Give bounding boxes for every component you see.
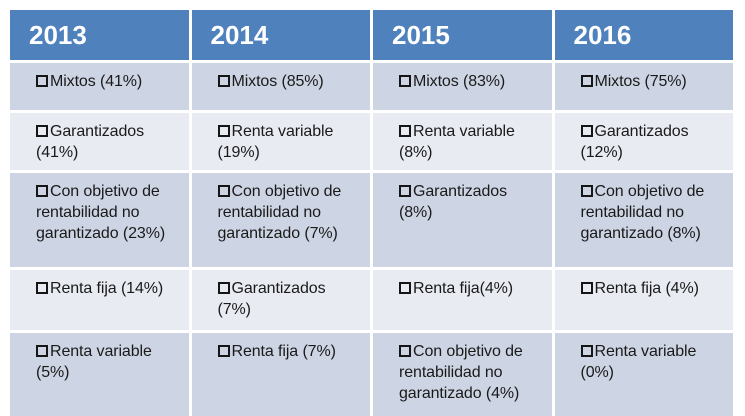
year-label: 2015 <box>392 19 450 50</box>
year-label: 2016 <box>573 19 632 50</box>
bullet-square-icon <box>217 282 230 294</box>
column-header-2015: 2015 <box>373 10 552 60</box>
cell-text: Garantizados (7%) <box>217 280 326 318</box>
bullet-square-icon <box>36 125 48 137</box>
table-cell: Renta fija (4%) <box>554 270 733 330</box>
column-header-2013: 2013 <box>10 10 189 60</box>
cell-text: Mixtos (75%) <box>594 73 687 90</box>
cell-text: Mixtos (83%) <box>413 73 506 90</box>
bullet-square-icon <box>399 125 411 137</box>
cell-text: Renta variable (19%) <box>217 123 334 161</box>
table-cell: Renta variable (19%) <box>191 113 370 170</box>
column-header-2016: 2016 <box>554 10 733 60</box>
table-cell: Renta variable (0%) <box>554 333 733 416</box>
cell-text: Renta variable (5%) <box>36 343 152 381</box>
table-cell: Mixtos (41%) <box>10 63 189 110</box>
cell-text: Renta fija (14%) <box>50 280 164 297</box>
table-cell: Renta fija (14%) <box>10 270 189 330</box>
bullet-square-icon <box>217 125 230 137</box>
cell-text: Renta variable (0%) <box>580 343 697 381</box>
table-cell: Con objetivo de rentabilidad no garantiz… <box>373 333 552 416</box>
cell-text: Con objetivo de rentabilidad no garantiz… <box>580 183 705 242</box>
cell-text: Con objetivo de rentabilidad no garantiz… <box>399 343 523 402</box>
bullet-square-icon <box>399 345 411 357</box>
table-cell: Mixtos (75%) <box>554 63 733 110</box>
bullet-square-icon <box>399 75 411 87</box>
bullet-square-icon <box>580 345 593 357</box>
bullet-square-icon <box>580 185 593 197</box>
bullet-square-icon <box>36 75 48 87</box>
cell-text: Garantizados (8%) <box>399 183 507 221</box>
bullet-square-icon <box>36 282 48 294</box>
bullet-square-icon <box>217 75 230 87</box>
cell-text: Garantizados (41%) <box>36 123 144 161</box>
cell-text: Renta fija(4%) <box>413 280 513 297</box>
bullet-square-icon <box>399 185 411 197</box>
cell-text: Garantizados (12%) <box>580 123 689 161</box>
year-label: 2014 <box>210 19 269 50</box>
table-cell: Garantizados (41%) <box>10 113 189 170</box>
cell-text: Mixtos (85%) <box>231 73 324 90</box>
column-header-2014: 2014 <box>191 10 370 60</box>
bullet-square-icon <box>217 345 230 357</box>
table-cell: Renta variable (8%) <box>373 113 552 170</box>
table-cell: Garantizados (12%) <box>554 113 733 170</box>
table-cell: Renta fija (7%) <box>191 333 370 416</box>
year-label: 2013 <box>29 19 87 50</box>
table-cell: Renta fija(4%) <box>373 270 552 330</box>
cell-text: Renta variable (8%) <box>399 123 515 161</box>
table-cell: Mixtos (83%) <box>373 63 552 110</box>
table-cell: Mixtos (85%) <box>191 63 370 110</box>
cell-text: Renta fija (7%) <box>231 343 336 360</box>
cell-text: Con objetivo de rentabilidad no garantiz… <box>36 183 166 242</box>
bullet-square-icon <box>580 125 593 137</box>
bullet-square-icon <box>580 282 593 294</box>
bullet-square-icon <box>580 75 593 87</box>
cell-text: Mixtos (41%) <box>50 73 143 90</box>
bullet-square-icon <box>36 345 48 357</box>
table-cell: Garantizados (7%) <box>191 270 370 330</box>
bullet-square-icon <box>36 185 48 197</box>
funds-by-year-table: 2013 2014 2015 2016 Mixtos (41%) Mixtos … <box>10 10 733 416</box>
table-cell: Renta variable (5%) <box>10 333 189 416</box>
table-cell: Con objetivo de rentabilidad no garantiz… <box>191 173 370 267</box>
cell-text: Renta fija (4%) <box>594 280 699 297</box>
cell-text: Con objetivo de rentabilidad no garantiz… <box>217 183 342 242</box>
bullet-square-icon <box>399 282 411 294</box>
table-cell: Con objetivo de rentabilidad no garantiz… <box>10 173 189 267</box>
table-cell: Con objetivo de rentabilidad no garantiz… <box>554 173 733 267</box>
table-cell: Garantizados (8%) <box>373 173 552 267</box>
bullet-square-icon <box>217 185 230 197</box>
